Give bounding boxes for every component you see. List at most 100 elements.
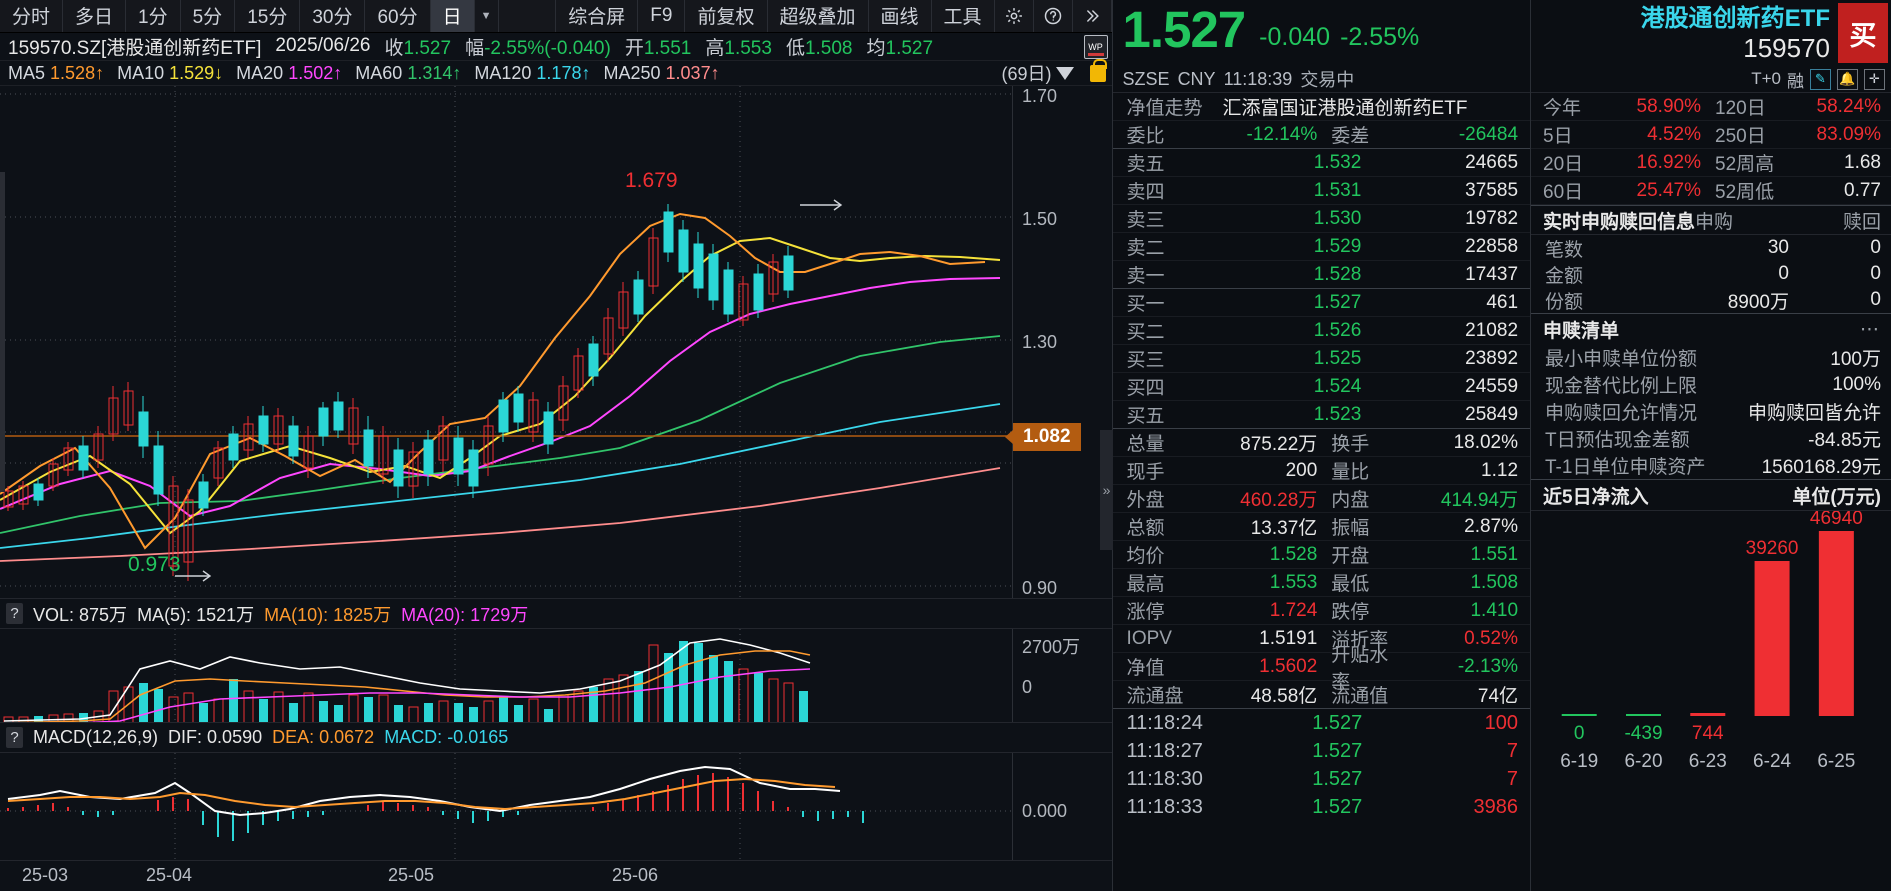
avg-label: 均 bbox=[866, 37, 886, 59]
btn-forward-adjust[interactable]: 前复权 bbox=[685, 0, 768, 32]
period-dropdown-icon[interactable]: ▼ bbox=[475, 0, 499, 32]
bid-row[interactable]: 买五 1.523 25849 bbox=[1112, 401, 1530, 429]
pcf-row-value: -84.85元 bbox=[1808, 430, 1881, 451]
plus-icon[interactable]: ✛ bbox=[1864, 68, 1885, 90]
tick-row: 11:18:24 1.527 100 bbox=[1113, 709, 1530, 737]
stat-value-left: 875.22万 bbox=[1240, 434, 1318, 455]
buy-button[interactable]: 买 bbox=[1838, 3, 1888, 63]
netflow-tick-4: 6-25 bbox=[1817, 751, 1855, 772]
ma60-arrow: ↑ bbox=[452, 62, 462, 83]
ask-price: 1.528 bbox=[1313, 263, 1362, 285]
chevron-right-icon[interactable] bbox=[1073, 0, 1112, 32]
stat-label-left: 总额 bbox=[1126, 518, 1165, 539]
bid-row[interactable]: 买四 1.524 24559 bbox=[1112, 373, 1530, 401]
stat-row: 净值 1.5602 升贴水率 -2.13% bbox=[1112, 645, 1530, 693]
ma20-arrow: ↑ bbox=[333, 62, 343, 83]
tick-price: 1.527 bbox=[1312, 739, 1363, 762]
open-label: 开 bbox=[624, 37, 644, 59]
ask-row[interactable]: 卖三 1.530 19782 bbox=[1112, 205, 1530, 233]
ask-volume: 22858 bbox=[1465, 235, 1519, 257]
watermark-badge[interactable]: WP bbox=[1083, 34, 1108, 59]
pcf-row: T-1日单位申赎资产 1560168.29元 bbox=[1531, 452, 1891, 479]
pcf-more-icon[interactable]: ⋯ bbox=[1860, 318, 1881, 340]
pcf-row-label: 现金替代比例上限 bbox=[1545, 376, 1698, 397]
btn-super-overlay[interactable]: 超级叠加 bbox=[768, 0, 869, 32]
bid-price: 1.525 bbox=[1313, 347, 1362, 369]
stat-row: IOPV 1.5191 溢折率 0.52% bbox=[1112, 625, 1530, 653]
creation-row: 份额 8900万 0 bbox=[1531, 287, 1891, 313]
panel-expand-icon[interactable]: » bbox=[1100, 430, 1113, 550]
tab-daily[interactable]: 日 bbox=[430, 0, 475, 32]
ask-row[interactable]: 卖五 1.532 24665 bbox=[1112, 149, 1530, 177]
tab-duori[interactable]: 多日 bbox=[63, 0, 127, 32]
stat-value-right: 0.52% bbox=[1464, 627, 1519, 649]
btn-drawing[interactable]: 画线 bbox=[869, 0, 932, 32]
stat-label-right: 量比 bbox=[1331, 462, 1370, 483]
close-label: 收 bbox=[384, 37, 404, 59]
ask-row[interactable]: 卖四 1.531 37585 bbox=[1112, 177, 1530, 205]
tab-1min[interactable]: 1分 bbox=[126, 0, 181, 32]
btn-f9[interactable]: F9 bbox=[638, 0, 686, 32]
chart-left-grip[interactable] bbox=[0, 172, 5, 493]
bid-row[interactable]: 买三 1.525 23892 bbox=[1112, 345, 1530, 373]
ask-label: 卖二 bbox=[1126, 238, 1165, 259]
nav-trend-row[interactable]: 净值走势 汇添富国证港股通创新药ETF bbox=[1112, 93, 1530, 121]
volume-help-icon[interactable]: ? bbox=[6, 603, 23, 625]
cost-price-tag: 1.082 bbox=[1005, 423, 1081, 452]
bell-icon[interactable]: 🔔 bbox=[1837, 68, 1858, 90]
bid-row[interactable]: 买一 1.527 461 bbox=[1112, 289, 1530, 317]
perf-value-right: 83.09% bbox=[1816, 123, 1881, 145]
macd-title-1: DIF: 0.0590 bbox=[168, 727, 263, 748]
tab-15min[interactable]: 15分 bbox=[235, 0, 301, 32]
bid-label: 买五 bbox=[1126, 406, 1165, 427]
help-icon[interactable] bbox=[1034, 0, 1073, 32]
netflow-bar-chart[interactable]: 0 -439 744 39260 46940 6-19 6-20 6-23 6-… bbox=[1531, 508, 1891, 891]
price-chart-pane[interactable]: 1.679 0.973 1.70 1.50 1.30 0.90 1.082 bbox=[0, 86, 1112, 599]
gear-icon[interactable] bbox=[995, 0, 1034, 32]
ask-row[interactable]: 卖二 1.529 22858 bbox=[1112, 233, 1530, 261]
price-axis-label-2: 1.50 bbox=[1022, 209, 1058, 230]
bid-row[interactable]: 买二 1.526 21082 bbox=[1112, 317, 1530, 345]
stat-label-right: 换手 bbox=[1331, 434, 1370, 455]
ask-row[interactable]: 卖一 1.528 17437 bbox=[1112, 261, 1530, 289]
ask-price: 1.530 bbox=[1313, 207, 1362, 229]
netflow-tick-1: 6-20 bbox=[1624, 751, 1662, 772]
stat-row: 现手 200 量比 1.12 bbox=[1112, 457, 1530, 485]
btn-tools[interactable]: 工具 bbox=[932, 0, 995, 32]
tick-row: 11:18:27 1.527 7 bbox=[1113, 737, 1530, 765]
bid-label: 买三 bbox=[1126, 350, 1165, 371]
x-tick-1: 25-04 bbox=[146, 864, 193, 885]
edit-icon[interactable]: ✎ bbox=[1810, 68, 1831, 90]
netflow-title: 近5日净流入 bbox=[1543, 486, 1649, 508]
moving-average-bar: MA5 1.528↑ MA10 1.529↓ MA20 1.502↑ MA60 … bbox=[0, 58, 1112, 87]
creation-section-header: 实时申购赎回信息 申购 赎回 bbox=[1531, 205, 1891, 235]
bid-volume: 24559 bbox=[1465, 375, 1519, 397]
netflow-bar-1 bbox=[1626, 714, 1661, 716]
stat-value-right: 1.410 bbox=[1470, 599, 1519, 621]
tab-60min[interactable]: 60分 bbox=[365, 0, 431, 32]
collapse-triangle-icon[interactable] bbox=[1055, 66, 1074, 80]
close-value: 1.527 bbox=[403, 37, 452, 59]
btn-comprehensive-screen[interactable]: 综合屏 bbox=[556, 0, 639, 32]
macd-help-icon[interactable]: ? bbox=[6, 727, 23, 749]
perf-label-left: 20日 bbox=[1543, 154, 1584, 175]
macd-chart-pane[interactable]: 0.000 bbox=[0, 753, 1112, 860]
perf-label-left: 60日 bbox=[1543, 182, 1584, 203]
quote-time: 11:18:39 bbox=[1223, 68, 1293, 89]
pcf-title: 申赎清单 bbox=[1543, 320, 1620, 342]
quote-header: 1.527 -0.040 -2.55% bbox=[1112, 0, 1530, 66]
chart-high-annotation: 1.679 bbox=[625, 169, 678, 193]
netflow-label-3: 39260 bbox=[1746, 538, 1799, 559]
creation-row-label: 份额 bbox=[1545, 291, 1584, 313]
stat-row: 均价 1.528 开盘 1.551 bbox=[1112, 541, 1530, 569]
tab-fenshi[interactable]: 分时 bbox=[0, 0, 64, 32]
lock-icon[interactable] bbox=[1089, 58, 1107, 82]
stat-label-left: 现手 bbox=[1126, 462, 1165, 483]
ma120-arrow: ↑ bbox=[581, 62, 591, 83]
tab-5min[interactable]: 5分 bbox=[181, 0, 236, 32]
market-status-bar: SZSE CNY 11:18:39 交易中 bbox=[1112, 66, 1530, 93]
etf-status-bar: T+0 融 ✎ 🔔 ✛ bbox=[1531, 66, 1891, 93]
tab-30min[interactable]: 30分 bbox=[300, 0, 366, 32]
volume-chart-pane[interactable]: 2700万 0 bbox=[0, 629, 1112, 723]
quote-column: 1.527 -0.040 -2.55% SZSE CNY 11:18:39 交易… bbox=[1111, 0, 1530, 891]
